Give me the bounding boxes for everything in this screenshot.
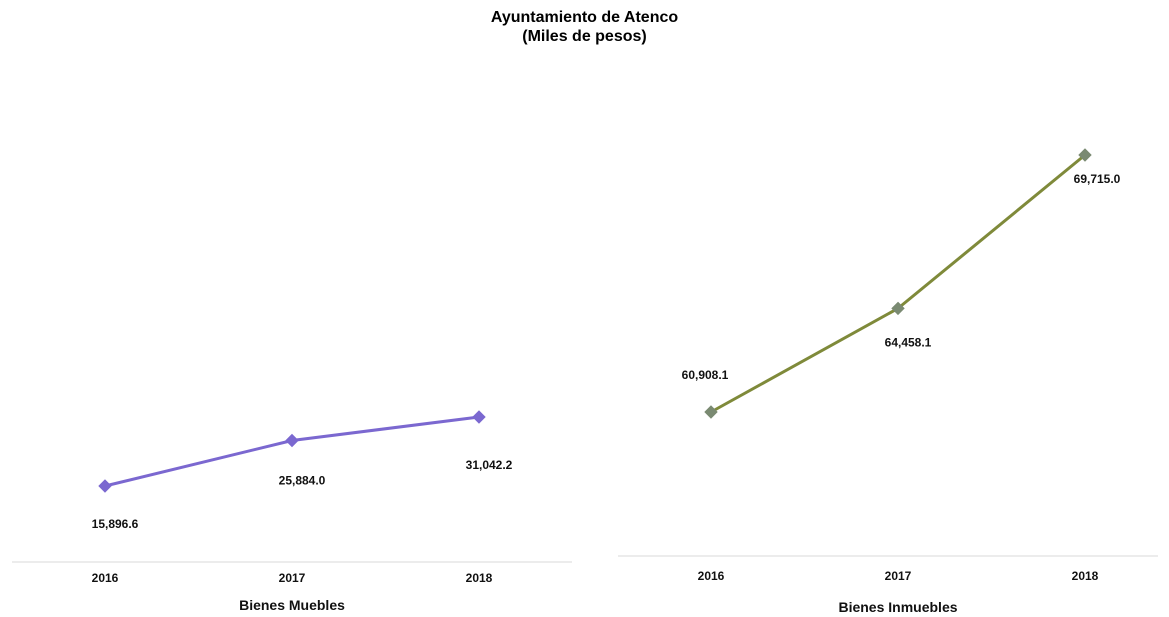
chart-bienes-inmuebles: 60,908.1 2016 64,458.1 2017 69,715.0 2018 Bien… — [618, 148, 1158, 615]
chart-subtitle: (Miles de pesos) — [522, 28, 647, 45]
x-axis-title: Bienes Muebles — [239, 597, 345, 613]
data-label-2017: 64,458.1 — [885, 335, 932, 349]
x-axis-title: Bienes Inmuebles — [838, 599, 957, 615]
series-line-bienes-inmuebles — [710, 153, 1086, 414]
data-point-2017 — [285, 433, 299, 448]
data-label-2017: 25,884.0 — [279, 473, 326, 487]
chart-bienes-muebles: 15,896.6 2016 25,884.0 2017 31,042.2 2018 Bien… — [12, 410, 572, 613]
data-label-2016: 15,896.6 — [92, 517, 139, 531]
data-point-2017 — [891, 301, 905, 316]
x-tick-label-2016: 2016 — [92, 571, 119, 585]
x-tick-label-2017: 2017 — [885, 569, 912, 583]
data-point-2016 — [704, 405, 718, 419]
x-tick-label-2018: 2018 — [466, 571, 493, 585]
data-point-2016 — [98, 479, 112, 493]
data-label-2018: 69,715.0 — [1074, 172, 1121, 186]
data-point-2018 — [1078, 148, 1092, 162]
x-tick-label-2016: 2016 — [698, 569, 725, 583]
x-tick-label-2017: 2017 — [279, 571, 306, 585]
chart-title: Ayuntamiento de Atenco — [490, 9, 679, 26]
data-label-2018: 31,042.2 — [466, 458, 513, 472]
data-label-2016: 60,908.1 — [682, 368, 729, 382]
data-point-2018 — [472, 410, 486, 424]
chart-title-block: Ayuntamiento de Atenco (Miles de pesos) — [0, 8, 1169, 46]
x-tick-label-2018: 2018 — [1072, 569, 1099, 583]
